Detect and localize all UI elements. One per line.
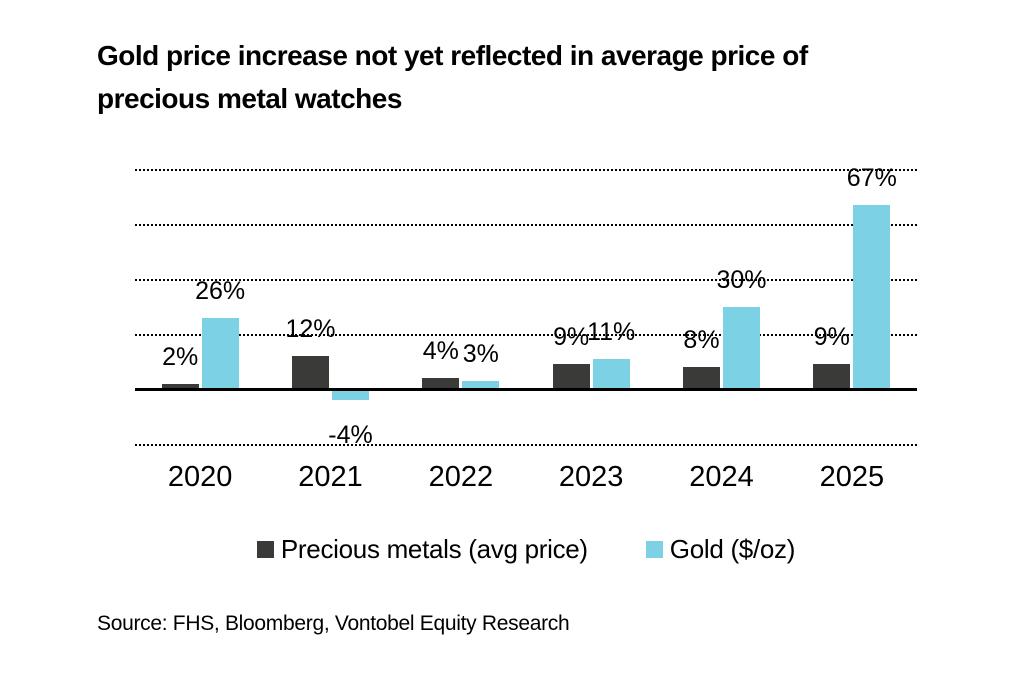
- legend-label-gold-oz: Gold ($/oz): [669, 534, 796, 564]
- value-label-2023-precious-metals-avg-price: 9%: [553, 323, 590, 352]
- gridline-80: [135, 169, 917, 171]
- bar-2024-gold-oz: [723, 306, 760, 389]
- bar-2025-gold-oz: [853, 204, 891, 389]
- chart-title: Gold price increase not yet reflected in…: [97, 40, 808, 114]
- value-label-2021-gold-oz: -4%: [328, 421, 373, 449]
- legend-swatch-precious-metals-avg-price: [256, 541, 274, 558]
- chart-legend: Precious metals (avg price) Gold ($/oz): [135, 534, 917, 565]
- gridline-40: [135, 279, 917, 281]
- bar-2025-precious-metals-avg-price: [813, 364, 851, 389]
- legend-item-precious-metals-avg-price: Precious metals (avg price): [256, 534, 588, 565]
- bar-2023-precious-metals-avg-price: [552, 364, 590, 389]
- gridline-20: [135, 334, 917, 336]
- value-label-2022-gold-oz: 3%: [462, 339, 499, 368]
- value-label-2022-precious-metals-avg-price: 4%: [422, 337, 459, 365]
- value-label-2023-gold-oz: 11%: [587, 317, 636, 346]
- x-label-2023: 2023: [558, 461, 624, 493]
- legend-label-precious-metals-avg-price: Precious metals (avg price): [280, 534, 588, 564]
- x-label-2020: 2020: [167, 461, 233, 493]
- value-label-2020-gold-oz: 26%: [195, 276, 246, 305]
- x-label-2025: 2025: [819, 461, 885, 493]
- x-axis-labels: 2020 2021 2022 2023 2024 2025: [135, 461, 917, 497]
- bar-2022-precious-metals-avg-price: [422, 378, 460, 389]
- gridline-60: [135, 224, 917, 226]
- value-label-2024-gold-oz: 30%: [716, 265, 767, 294]
- value-label-2021-precious-metals-avg-price: 12%: [285, 315, 336, 343]
- bar-2024-precious-metals-avg-price: [683, 367, 720, 389]
- bar-2022-gold-oz: [462, 380, 500, 389]
- x-label-2022: 2022: [428, 461, 494, 493]
- value-label-2020-precious-metals-avg-price: 2%: [162, 342, 199, 371]
- x-label-2024: 2024: [689, 461, 754, 493]
- bar-2021-gold-oz: [332, 389, 369, 400]
- value-label-2025-precious-metals-avg-price: 9%: [813, 323, 850, 352]
- bar-chart: 2% 26% 12% -4% 4% 3% 9% 11% 8% 30% 9% 67%: [135, 160, 917, 460]
- value-label-2025-gold-oz: 67%: [846, 163, 897, 192]
- x-axis-line: [135, 388, 917, 391]
- value-label-2024-precious-metals-avg-price: 8%: [683, 326, 720, 354]
- bar-2020-precious-metals-avg-price: [161, 383, 199, 389]
- legend-swatch-gold-oz: [645, 541, 663, 558]
- bar-2023-gold-oz: [592, 358, 630, 389]
- bar-2021-precious-metals-avg-price: [292, 356, 329, 389]
- legend-item-gold-oz: Gold ($/oz): [645, 534, 796, 565]
- source-note: Source: FHS, Bloomberg, Vontobel Equity …: [97, 612, 570, 635]
- x-label-2021: 2021: [298, 461, 363, 493]
- bar-2020-gold-oz: [201, 317, 239, 389]
- gridline--20: [135, 444, 917, 446]
